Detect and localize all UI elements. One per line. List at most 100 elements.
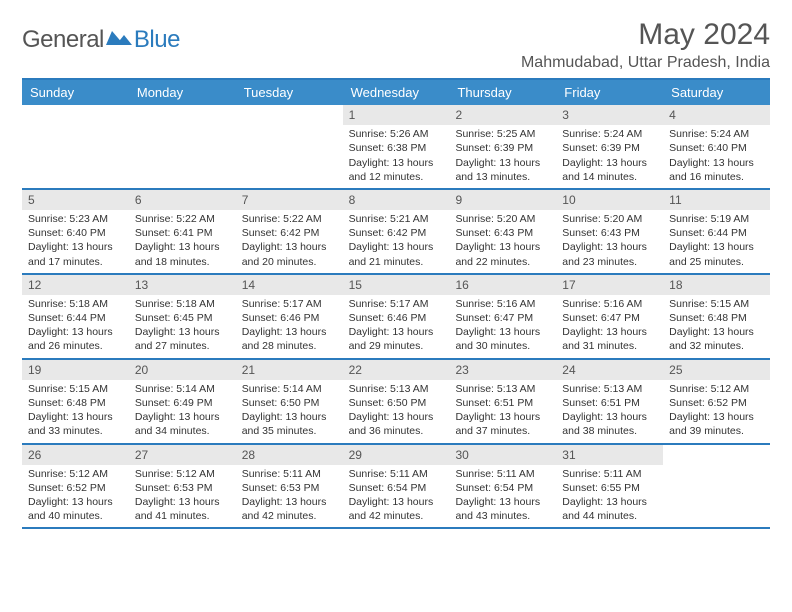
sunset-line: Sunset: 6:48 PM [28,396,123,410]
day-cell: 4Sunrise: 5:24 AMSunset: 6:40 PMDaylight… [663,105,770,188]
sunrise-line: Sunrise: 5:20 AM [562,212,657,226]
sunset-line: Sunset: 6:43 PM [562,226,657,240]
daylight-line: Daylight: 13 hours and 25 minutes. [669,240,764,268]
daylight-line: Daylight: 13 hours and 26 minutes. [28,325,123,353]
sunset-line: Sunset: 6:40 PM [28,226,123,240]
day-cell: 31 Sunrise: 5:11 AMSunset: 6:55 PMDayligh… [556,445,663,528]
day-cell [236,105,343,188]
calendar: SundayMondayTuesdayWednesdayThursdayFrid… [22,78,770,529]
sunset-line: Sunset: 6:51 PM [455,396,550,410]
day-cell [663,445,770,528]
day-cell: 22Sunrise: 5:13 AMSunset: 6:50 PMDayligh… [343,360,450,443]
day-body: Sunrise: 5:19 AMSunset: 6:44 PMDaylight:… [663,210,770,273]
day-number: 23 [449,360,556,380]
logo-text-blue: Blue [134,26,180,54]
day-number: 16 [449,275,556,295]
day-body: Sunrise: 5:16 AMSunset: 6:47 PMDaylight:… [556,295,663,358]
day-number: 11 [663,190,770,210]
day-number: 13 [129,275,236,295]
day-cell: 12Sunrise: 5:18 AMSunset: 6:44 PMDayligh… [22,275,129,358]
day-number: 10 [556,190,663,210]
day-number: 12 [22,275,129,295]
sunrise-line: Sunrise: 5:11 AM [562,467,657,481]
sunset-line: Sunset: 6:43 PM [455,226,550,240]
day-body: Sunrise: 5:14 AMSunset: 6:50 PMDaylight:… [236,380,343,443]
day-cell: 30Sunrise: 5:11 AMSunset: 6:54 PMDayligh… [449,445,556,528]
day-cell: 3Sunrise: 5:24 AMSunset: 6:39 PMDaylight… [556,105,663,188]
day-number: 7 [236,190,343,210]
day-cell: 19Sunrise: 5:15 AMSunset: 6:48 PMDayligh… [22,360,129,443]
sunset-line: Sunset: 6:55 PM [562,481,657,495]
sunset-line: Sunset: 6:40 PM [669,141,764,155]
day-cell: 23Sunrise: 5:13 AMSunset: 6:51 PMDayligh… [449,360,556,443]
sunrise-line: Sunrise: 5:18 AM [28,297,123,311]
daylight-line: Daylight: 13 hours and 17 minutes. [28,240,123,268]
daylight-line: Daylight: 13 hours and 21 minutes. [349,240,444,268]
daylight-line: Daylight: 13 hours and 13 minutes. [455,156,550,184]
sunrise-line: Sunrise: 5:22 AM [135,212,230,226]
sunset-line: Sunset: 6:45 PM [135,311,230,325]
sunset-line: Sunset: 6:46 PM [349,311,444,325]
daylight-line: Daylight: 13 hours and 39 minutes. [669,410,764,438]
day-number: 6 [129,190,236,210]
daylight-line: Daylight: 13 hours and 44 minutes. [562,495,657,523]
day-body: Sunrise: 5:17 AMSunset: 6:46 PMDaylight:… [343,295,450,358]
day-number: 31 [556,445,663,465]
week-row: 5Sunrise: 5:23 AMSunset: 6:40 PMDaylight… [22,190,770,275]
location: Mahmudabad, Uttar Pradesh, India [521,54,770,72]
week-row: 19Sunrise: 5:15 AMSunset: 6:48 PMDayligh… [22,360,770,445]
sunrise-line: Sunrise: 5:18 AM [135,297,230,311]
day-number [22,105,129,125]
day-cell: 28Sunrise: 5:11 AMSunset: 6:53 PMDayligh… [236,445,343,528]
day-body: Sunrise: 5:15 AMSunset: 6:48 PMDaylight:… [663,295,770,358]
day-cell: 11Sunrise: 5:19 AMSunset: 6:44 PMDayligh… [663,190,770,273]
daylight-line: Daylight: 13 hours and 29 minutes. [349,325,444,353]
sunset-line: Sunset: 6:51 PM [562,396,657,410]
day-number: 2 [449,105,556,125]
day-body: Sunrise: 5:11 AMSunset: 6:54 PMDaylight:… [449,465,556,528]
sunrise-line: Sunrise: 5:14 AM [135,382,230,396]
title-block: May 2024 Mahmudabad, Uttar Pradesh, Indi… [521,18,770,72]
logo-triangle-icon [106,29,132,52]
day-body: Sunrise: 5:18 AMSunset: 6:45 PMDaylight:… [129,295,236,358]
day-cell: 27Sunrise: 5:12 AMSunset: 6:53 PMDayligh… [129,445,236,528]
day-number: 26 [22,445,129,465]
sunrise-line: Sunrise: 5:11 AM [455,467,550,481]
day-number: 4 [663,105,770,125]
day-body: Sunrise: 5:12 AMSunset: 6:52 PMDaylight:… [22,465,129,528]
day-cell: 1Sunrise: 5:26 AMSunset: 6:38 PMDaylight… [343,105,450,188]
weekday-header-row: SundayMondayTuesdayWednesdayThursdayFrid… [22,80,770,105]
day-cell: 29Sunrise: 5:11 AMSunset: 6:54 PMDayligh… [343,445,450,528]
logo: General Blue [22,26,180,54]
sunrise-line: Sunrise: 5:17 AM [242,297,337,311]
daylight-line: Daylight: 13 hours and 32 minutes. [669,325,764,353]
sunset-line: Sunset: 6:39 PM [455,141,550,155]
weekday-thursday: Thursday [449,80,556,105]
day-cell: 21Sunrise: 5:14 AMSunset: 6:50 PMDayligh… [236,360,343,443]
day-cell: 24Sunrise: 5:13 AMSunset: 6:51 PMDayligh… [556,360,663,443]
day-number: 28 [236,445,343,465]
day-body: Sunrise: 5:26 AMSunset: 6:38 PMDaylight:… [343,125,450,188]
sunset-line: Sunset: 6:54 PM [455,481,550,495]
sunrise-line: Sunrise: 5:20 AM [455,212,550,226]
sunrise-line: Sunrise: 5:21 AM [349,212,444,226]
day-cell: 17Sunrise: 5:16 AMSunset: 6:47 PMDayligh… [556,275,663,358]
daylight-line: Daylight: 13 hours and 28 minutes. [242,325,337,353]
day-cell: 15Sunrise: 5:17 AMSunset: 6:46 PMDayligh… [343,275,450,358]
sunrise-line: Sunrise: 5:11 AM [349,467,444,481]
sunrise-line: Sunrise: 5:25 AM [455,127,550,141]
day-number: 5 [22,190,129,210]
day-cell: 5Sunrise: 5:23 AMSunset: 6:40 PMDaylight… [22,190,129,273]
day-number [129,105,236,125]
day-number: 9 [449,190,556,210]
day-cell: 7Sunrise: 5:22 AMSunset: 6:42 PMDaylight… [236,190,343,273]
day-body: Sunrise: 5:17 AMSunset: 6:46 PMDaylight:… [236,295,343,358]
sunrise-line: Sunrise: 5:26 AM [349,127,444,141]
logo-text-general: General [22,26,104,54]
sunrise-line: Sunrise: 5:17 AM [349,297,444,311]
day-number: 21 [236,360,343,380]
daylight-line: Daylight: 13 hours and 41 minutes. [135,495,230,523]
day-number [663,445,770,465]
sunrise-line: Sunrise: 5:15 AM [669,297,764,311]
sunset-line: Sunset: 6:42 PM [242,226,337,240]
